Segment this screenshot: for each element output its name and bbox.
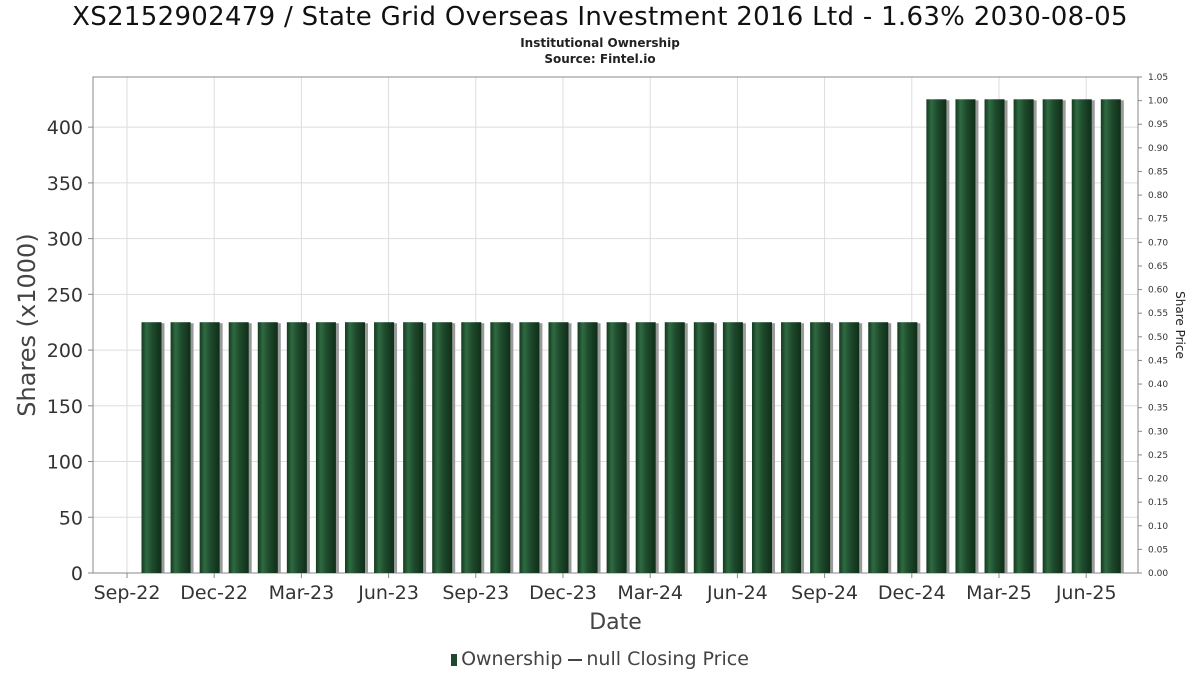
price-legend-line bbox=[568, 658, 583, 661]
ownership-bar bbox=[1013, 99, 1034, 573]
y2-tick-label: 1.00 bbox=[1148, 97, 1168, 107]
ownership-bar bbox=[722, 322, 743, 573]
y2-tick-label: 0.20 bbox=[1148, 475, 1168, 485]
x-tick-label: Jun-25 bbox=[1055, 582, 1117, 604]
ownership-bar bbox=[432, 322, 453, 573]
ownership-chart: 0 50 100 150 200 250 300 350 400 0.00 0.05 0.10 0.1… bbox=[13, 73, 1187, 635]
ownership-bar bbox=[461, 322, 482, 573]
x-tick-label: Sep-24 bbox=[791, 582, 858, 604]
y2-tick-label: 0.10 bbox=[1148, 522, 1168, 532]
chart-source: Source: Fintel.io bbox=[544, 52, 656, 66]
y2-tick-label: 0.35 bbox=[1148, 404, 1168, 414]
ownership-legend-swatch bbox=[451, 653, 458, 666]
ownership-bar bbox=[839, 322, 860, 573]
x-axis-ticks: Sep-22 Dec-22 Mar-23 Jun-23 Sep-23 Dec-23 Mar-… bbox=[94, 573, 1117, 604]
y2-tick-label: 0.40 bbox=[1148, 380, 1168, 390]
x-tick-label: Dec-24 bbox=[878, 582, 946, 604]
y2-tick-label: 0.70 bbox=[1148, 238, 1168, 248]
x-tick-label: Dec-22 bbox=[180, 582, 248, 604]
ownership-bar bbox=[1042, 99, 1063, 573]
ownership-legend-label: Ownership bbox=[461, 648, 563, 670]
ownership-bar bbox=[868, 322, 889, 573]
ownership-bar bbox=[228, 322, 249, 573]
y-tick-label: 100 bbox=[47, 452, 83, 474]
y-tick-label: 200 bbox=[47, 340, 83, 362]
ownership-bar bbox=[810, 322, 831, 573]
ownership-bar bbox=[257, 322, 278, 573]
bars bbox=[141, 99, 1124, 573]
y-tick-label: 50 bbox=[59, 507, 83, 529]
ownership-bar bbox=[490, 322, 511, 573]
price-legend-label: null Closing Price bbox=[586, 648, 749, 670]
ownership-bar bbox=[286, 322, 307, 573]
y-tick-label: 350 bbox=[47, 173, 83, 195]
ownership-bar bbox=[606, 322, 627, 573]
ownership-bar bbox=[374, 322, 395, 573]
y2-tick-label: 0.15 bbox=[1148, 498, 1168, 508]
ownership-bar bbox=[955, 99, 976, 573]
y2-tick-label: 0.65 bbox=[1148, 262, 1168, 272]
x-tick-label: Jun-24 bbox=[706, 582, 768, 604]
ownership-bar bbox=[1100, 99, 1121, 573]
y2-tick-label: 0.60 bbox=[1148, 286, 1168, 296]
ownership-bar bbox=[897, 322, 918, 573]
ownership-bar bbox=[519, 322, 540, 573]
ownership-bar bbox=[781, 322, 802, 573]
y2-tick-label: 0.80 bbox=[1148, 191, 1168, 201]
y2-tick-label: 0.90 bbox=[1148, 144, 1168, 154]
ownership-bar bbox=[199, 322, 220, 573]
chart-title: XS2152902479 / State Grid Overseas Inves… bbox=[72, 2, 1128, 32]
y2-tick-label: 0.00 bbox=[1148, 569, 1168, 579]
ownership-bar bbox=[403, 322, 424, 573]
y-tick-label: 250 bbox=[47, 284, 83, 306]
y2-tick-label: 0.05 bbox=[1148, 545, 1168, 555]
x-tick-label: Jun-23 bbox=[357, 582, 419, 604]
y-tick-label: 300 bbox=[47, 229, 83, 251]
y2-tick-label: 0.25 bbox=[1148, 451, 1168, 461]
ownership-bar bbox=[577, 322, 598, 573]
y-tick-label: 150 bbox=[47, 396, 83, 418]
ownership-bar bbox=[548, 322, 569, 573]
y-axis-label: Shares (x1000) bbox=[13, 233, 41, 416]
x-tick-label: Sep-22 bbox=[94, 582, 161, 604]
ownership-bar bbox=[664, 322, 685, 573]
y2-tick-label: 0.45 bbox=[1148, 356, 1168, 366]
y-tick-label: 0 bbox=[71, 563, 83, 585]
y2-axis-ticks: 0.00 0.05 0.10 0.15 0.20 0.25 0.30 0.35 0.40 0.45… bbox=[1138, 73, 1168, 579]
x-tick-label: Mar-25 bbox=[966, 582, 1032, 604]
ownership-bar bbox=[1071, 99, 1092, 573]
y2-tick-label: 0.85 bbox=[1148, 167, 1168, 177]
y2-axis-label: Share Price bbox=[1173, 291, 1187, 359]
y-axis-ticks: 0 50 100 150 200 250 300 350 400 bbox=[47, 117, 93, 585]
ownership-bar bbox=[693, 322, 714, 573]
ownership-bar bbox=[141, 322, 162, 573]
ownership-bar bbox=[926, 99, 947, 573]
y2-tick-label: 0.95 bbox=[1148, 120, 1168, 130]
ownership-bar bbox=[751, 322, 772, 573]
x-tick-label: Mar-24 bbox=[617, 582, 683, 604]
ownership-bar bbox=[170, 322, 191, 573]
ownership-bar bbox=[344, 322, 365, 573]
ownership-bar bbox=[984, 99, 1005, 573]
y2-tick-label: 0.30 bbox=[1148, 427, 1168, 437]
ownership-bar bbox=[315, 322, 336, 573]
x-axis-label: Date bbox=[589, 610, 642, 635]
legend: Ownership null Closing Price bbox=[0, 648, 1200, 670]
x-tick-label: Mar-23 bbox=[269, 582, 335, 604]
x-tick-label: Sep-23 bbox=[442, 582, 509, 604]
y2-tick-label: 0.50 bbox=[1148, 333, 1168, 343]
ownership-bar bbox=[635, 322, 656, 573]
y-tick-label: 400 bbox=[47, 117, 83, 139]
y2-tick-label: 1.05 bbox=[1148, 73, 1168, 83]
chart-subtitle: Institutional Ownership bbox=[520, 36, 680, 50]
x-tick-label: Dec-23 bbox=[529, 582, 597, 604]
y2-tick-label: 0.55 bbox=[1148, 309, 1168, 319]
y2-tick-label: 0.75 bbox=[1148, 215, 1168, 225]
